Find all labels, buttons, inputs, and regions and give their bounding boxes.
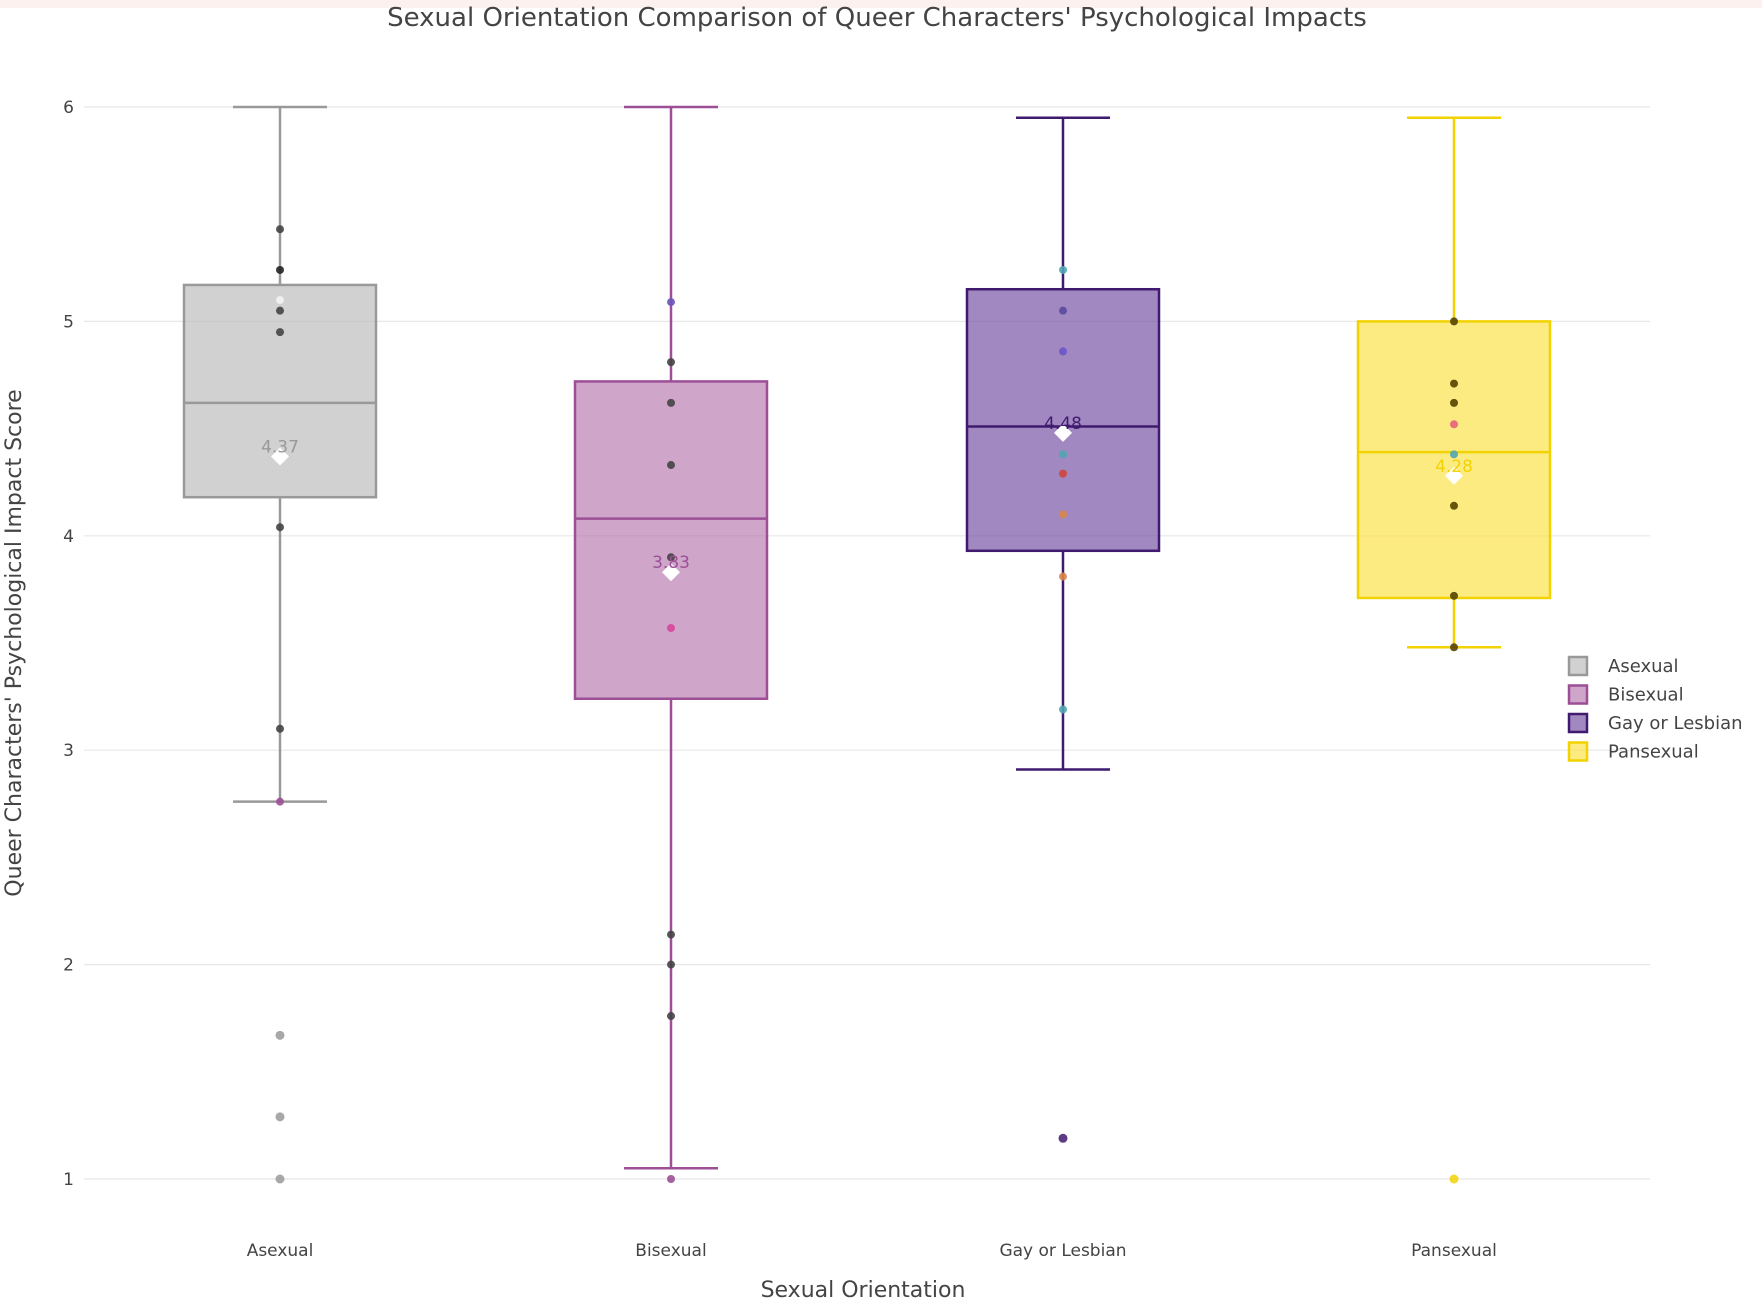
x-tick-label: Gay or Lesbian	[999, 1241, 1126, 1261]
data-point	[276, 306, 284, 315]
data-point	[276, 523, 284, 532]
data-point	[1450, 450, 1458, 459]
box-asexual: 4.37	[182, 105, 378, 1184]
outlier-point	[275, 1174, 285, 1184]
box-gay-or-lesbian: 4.48	[965, 116, 1161, 1143]
x-tick-labels: Asexual Bisexual Gay or Lesbian Pansexual	[247, 1241, 1497, 1261]
data-point	[1059, 450, 1067, 459]
legend-item: Gay or Lesbian	[1567, 712, 1743, 734]
data-point	[1059, 572, 1067, 581]
mean-marker	[271, 447, 289, 466]
data-point	[1450, 643, 1458, 652]
mean-label: 4.37	[261, 437, 299, 457]
data-point	[1450, 501, 1458, 510]
legend-swatch	[1567, 712, 1589, 734]
legend-swatch	[1567, 741, 1589, 762]
legend-label: Bisexual	[1608, 685, 1684, 706]
data-point	[1059, 469, 1067, 478]
outlier-point	[275, 1030, 285, 1040]
y-tick-labels: 1 2 3 4 5 6	[63, 98, 74, 1190]
data-point	[276, 328, 284, 337]
data-point	[276, 724, 284, 733]
gridlines	[84, 106, 1650, 1180]
data-point	[276, 225, 284, 234]
mean-marker	[1445, 466, 1463, 485]
legend-item: Asexual	[1567, 655, 1679, 677]
y-tick-label: 4	[63, 527, 74, 547]
y-axis-title: Queer Characters' Psychological Impact S…	[2, 389, 27, 896]
data-point	[667, 298, 675, 307]
data-point	[1059, 705, 1067, 714]
chart-title: Sexual Orientation Comparison of Queer C…	[387, 3, 1367, 33]
mean-label: 4.28	[1435, 457, 1473, 477]
data-point	[1059, 347, 1067, 356]
data-point	[667, 358, 675, 367]
data-point	[667, 553, 675, 562]
x-tick-label: Pansexual	[1411, 1241, 1497, 1261]
legend-swatch	[1567, 684, 1589, 705]
y-tick-label: 2	[63, 956, 74, 976]
boxes: 4.37 3.83 4.48 4.28	[182, 105, 1552, 1184]
data-point	[1059, 265, 1067, 274]
data-point	[667, 1012, 675, 1021]
data-point	[1059, 510, 1067, 519]
legend-item: Pansexual	[1567, 741, 1699, 763]
data-point	[276, 295, 284, 304]
x-axis-title: Sexual Orientation	[761, 1278, 966, 1300]
data-point	[1450, 420, 1458, 429]
outlier-point	[1058, 1133, 1068, 1143]
legend-swatch	[1567, 655, 1589, 677]
mean-marker	[1054, 423, 1072, 442]
data-point	[1059, 306, 1067, 315]
data-point	[1450, 379, 1458, 388]
data-point	[667, 1175, 675, 1183]
data-point	[667, 398, 675, 407]
legend-label: Gay or Lesbian	[1608, 713, 1743, 734]
outlier-point	[275, 1112, 285, 1122]
y-tick-label: 1	[63, 1170, 74, 1190]
y-tick-label: 3	[63, 741, 74, 761]
box-bisexual: 3.83	[573, 105, 769, 1183]
x-tick-label: Asexual	[247, 1241, 314, 1261]
data-point	[276, 797, 284, 806]
iqr-box	[965, 287, 1161, 553]
y-tick-label: 5	[63, 312, 74, 332]
top-strip	[0, 0, 1762, 8]
data-point	[667, 623, 675, 632]
legend: Asexual Bisexual Gay or Lesbian Pansexual	[1567, 655, 1743, 763]
data-point	[1450, 317, 1458, 326]
legend-item: Bisexual	[1567, 684, 1684, 706]
iqr-box	[573, 380, 769, 700]
data-point	[667, 960, 675, 969]
data-point	[276, 265, 284, 274]
data-point	[667, 461, 675, 470]
outlier-point	[1449, 1174, 1459, 1184]
mean-label: 3.83	[652, 553, 690, 573]
mean-label: 4.48	[1044, 414, 1082, 434]
data-point	[667, 930, 675, 939]
box-pansexual: 4.28	[1356, 116, 1552, 1184]
data-point	[1450, 591, 1458, 600]
legend-label: Asexual	[1608, 656, 1679, 677]
x-tick-label: Bisexual	[635, 1241, 706, 1261]
legend-label: Pansexual	[1608, 742, 1699, 763]
data-point	[1450, 398, 1458, 407]
mean-marker	[662, 563, 680, 582]
y-tick-label: 6	[63, 98, 74, 118]
